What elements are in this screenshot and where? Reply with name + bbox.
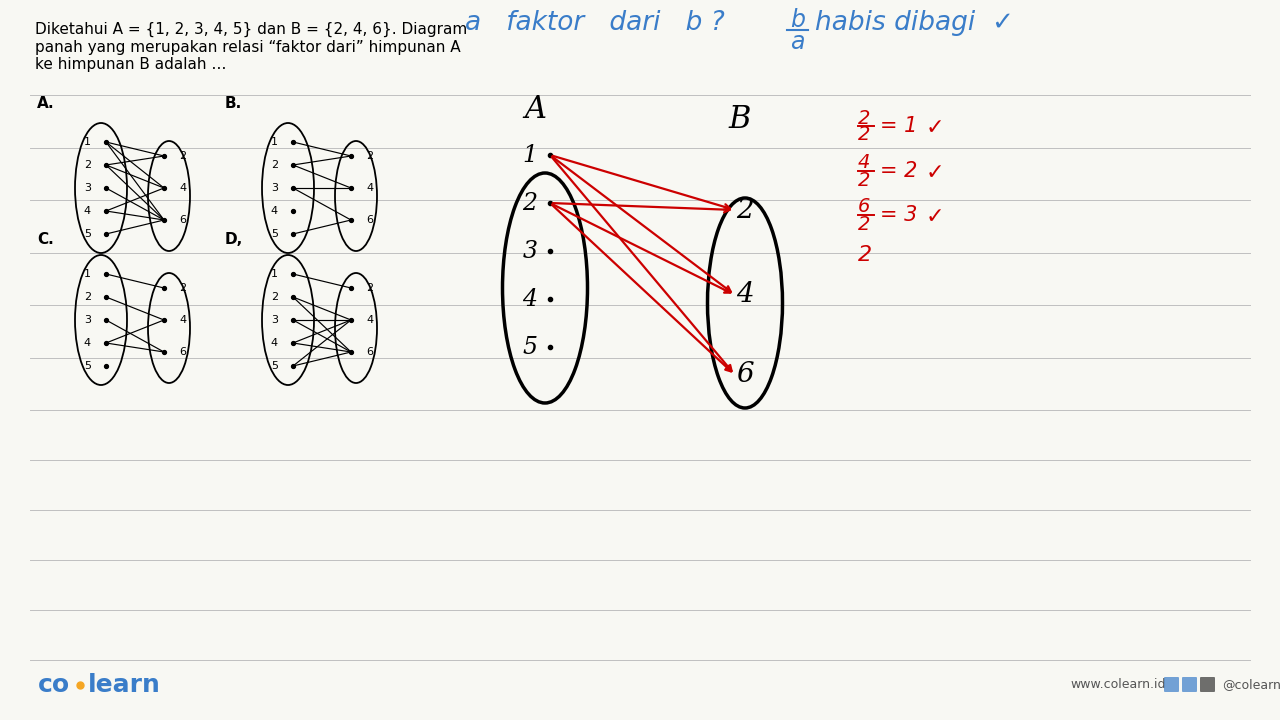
Text: habis dibagi  ✓: habis dibagi ✓ [815, 10, 1014, 36]
Text: 2: 2 [522, 192, 538, 215]
Text: 4: 4 [522, 287, 538, 310]
Text: 2: 2 [858, 215, 870, 233]
Text: A.: A. [37, 96, 55, 111]
Text: 1: 1 [522, 143, 538, 166]
Text: 5: 5 [522, 336, 538, 359]
Text: 4: 4 [271, 338, 278, 348]
Text: 2: 2 [84, 292, 91, 302]
Text: Diketahui A = {1, 2, 3, 4, 5} dan B = {2, 4, 6}. Diagram
panah yang merupakan re: Diketahui A = {1, 2, 3, 4, 5} dan B = {2… [35, 22, 467, 72]
Text: 3: 3 [522, 240, 538, 263]
Text: 5: 5 [271, 361, 278, 371]
Text: 5: 5 [84, 229, 91, 239]
Text: 2: 2 [271, 160, 278, 170]
Text: 3: 3 [84, 315, 91, 325]
Text: 4: 4 [179, 315, 186, 325]
Text: 2: 2 [271, 292, 278, 302]
Text: @colearn.id: @colearn.id [1222, 678, 1280, 691]
Text: www.colearn.id: www.colearn.id [1070, 678, 1166, 691]
Text: co: co [38, 673, 70, 697]
Text: 6: 6 [858, 197, 870, 217]
Text: 2: 2 [858, 125, 870, 145]
Text: 5: 5 [271, 229, 278, 239]
Text: a   faktor   dari   b ?: a faktor dari b ? [465, 10, 724, 36]
Text: 6: 6 [736, 361, 754, 389]
Text: = 3: = 3 [881, 205, 918, 225]
Text: 4: 4 [858, 153, 870, 173]
Text: 1: 1 [271, 137, 278, 147]
Text: 4: 4 [366, 315, 374, 325]
Text: 2: 2 [366, 283, 374, 293]
Text: learn: learn [88, 673, 161, 697]
Text: 4: 4 [366, 183, 374, 193]
Text: 5: 5 [84, 361, 91, 371]
Text: 6: 6 [179, 215, 186, 225]
Text: 1: 1 [84, 269, 91, 279]
FancyBboxPatch shape [1164, 677, 1179, 692]
Text: C.: C. [37, 232, 54, 247]
Text: 4: 4 [736, 282, 754, 308]
Text: 2: 2 [858, 245, 872, 265]
Text: 6: 6 [366, 347, 372, 357]
Text: 1: 1 [84, 137, 91, 147]
FancyBboxPatch shape [1181, 677, 1197, 692]
Text: B.: B. [225, 96, 242, 111]
Text: = 1: = 1 [881, 116, 918, 136]
Text: = 2: = 2 [881, 161, 918, 181]
Text: B: B [728, 104, 751, 135]
Text: 3: 3 [271, 315, 278, 325]
Text: 4: 4 [84, 338, 91, 348]
Text: 1: 1 [271, 269, 278, 279]
Text: 4: 4 [271, 206, 278, 216]
Text: 6: 6 [179, 347, 186, 357]
Text: 2: 2 [736, 197, 754, 223]
Text: a: a [790, 30, 805, 54]
Text: 6: 6 [366, 215, 372, 225]
Text: A: A [524, 94, 547, 125]
Text: ✓: ✓ [925, 207, 945, 227]
Text: b: b [790, 8, 805, 32]
Text: ✓: ✓ [925, 118, 945, 138]
Text: 2: 2 [179, 151, 186, 161]
Text: 2: 2 [84, 160, 91, 170]
Text: 2: 2 [366, 151, 374, 161]
Text: ✓: ✓ [925, 163, 945, 183]
Text: 4: 4 [179, 183, 186, 193]
Text: D,: D, [225, 232, 243, 247]
Text: 3: 3 [271, 183, 278, 193]
Text: 3: 3 [84, 183, 91, 193]
Text: 2: 2 [858, 171, 870, 189]
Text: 4: 4 [84, 206, 91, 216]
Text: 2: 2 [179, 283, 186, 293]
FancyBboxPatch shape [1201, 677, 1215, 692]
Text: 2: 2 [858, 109, 870, 127]
